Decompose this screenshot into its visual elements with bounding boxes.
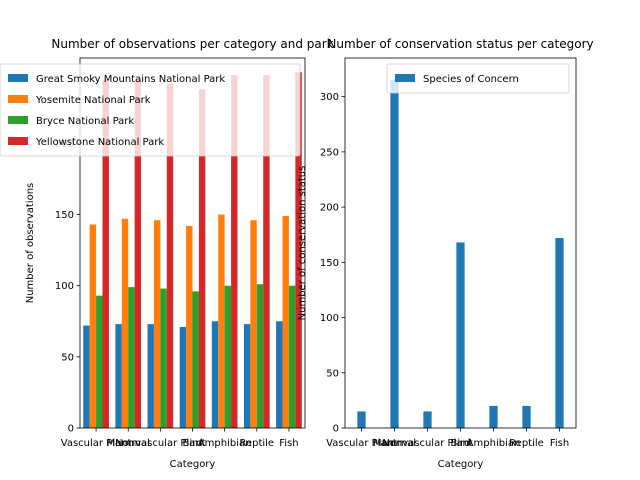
x-tick-label-right-5: Reptile xyxy=(509,438,544,449)
bar-left-s1-c2 xyxy=(153,220,161,428)
x-tick-label-left-2: Nonvascular Plant xyxy=(115,438,205,449)
bar-left-s2-c1 xyxy=(128,287,135,428)
bar-left-s2-c3 xyxy=(192,291,199,428)
bar-left-s2-c2 xyxy=(160,288,167,428)
x-tick-label-left-6: Fish xyxy=(279,438,298,449)
bar-right-s0-c3 xyxy=(456,242,465,428)
bar-left-s1-c3 xyxy=(186,225,193,428)
bar-left-s0-c0 xyxy=(83,325,90,428)
y-tick-label-right-3: 150 xyxy=(320,258,339,269)
chart-right: 0 50 100 150 200 250 300 Vascular PlantMammalNo… xyxy=(297,37,594,470)
legend-swatch-left-3 xyxy=(8,137,28,145)
bar-right-s0-c5 xyxy=(522,405,531,428)
y-tick-label-right-5: 250 xyxy=(320,147,339,158)
chart-title-left: Number of observations per category and … xyxy=(51,37,333,51)
y-tick-label-right-0: 0 xyxy=(333,424,339,435)
bar-left-s2-c5 xyxy=(256,284,264,428)
bar-left-s0-c6 xyxy=(276,321,283,428)
y-tick-label-right-2: 100 xyxy=(320,313,339,324)
legend-swatch-left-0 xyxy=(8,74,28,82)
bar-left-s1-c5 xyxy=(250,220,257,428)
x-tick-label-right-0: Vascular Plant xyxy=(326,438,397,449)
bar-right-s0-c6 xyxy=(555,238,564,428)
bar-left-s0-c2 xyxy=(147,324,154,428)
legend-box-right xyxy=(386,63,570,94)
bar-left-s3-c3 xyxy=(198,89,206,429)
bar-left-s3-c2 xyxy=(166,83,174,428)
bar-left-s3-c1 xyxy=(134,79,142,428)
x-tick-label-right-6: Fish xyxy=(550,438,569,449)
bar-left-s3-c0 xyxy=(102,79,109,428)
legend-right: Species of Concern xyxy=(386,63,570,94)
legend-label-left-0: Great Smoky Mountains National Park xyxy=(36,74,225,85)
legend-swatch-left-1 xyxy=(8,95,28,103)
x-axis-label-right: Category xyxy=(438,459,484,470)
bar-left-s0-c5 xyxy=(243,324,251,428)
y-tick-label-right-4: 200 xyxy=(320,203,339,214)
bar-left-s3-c6 xyxy=(295,72,302,428)
bar-left-s2-c4 xyxy=(224,285,232,428)
bar-right-s0-c0 xyxy=(357,411,366,428)
x-tick-label-right-2: Nonvascular Plant xyxy=(382,438,472,449)
bar-left-s1-c1 xyxy=(121,218,129,428)
chart-left: 050100150200Vascular PlantMammalNonvascu… xyxy=(0,37,334,470)
bar-left-s1-c0 xyxy=(89,224,97,428)
legend-box-left xyxy=(0,63,301,157)
legend-label-right-0: Species of Concern xyxy=(423,74,519,85)
y-tick-label-left-3: 150 xyxy=(55,210,74,221)
legend-label-left-3: Yellowstone National Park xyxy=(35,137,164,148)
x-tick-label-left-3: Bird xyxy=(183,438,203,449)
legend-swatch-right-0 xyxy=(395,74,415,82)
bar-left-s0-c3 xyxy=(179,326,187,428)
y-tick-label-right-1: 50 xyxy=(326,368,339,379)
x-tick-label-right-4: Amphibian xyxy=(467,438,521,449)
y-tick-label-left-1: 50 xyxy=(61,352,74,363)
legend-left: Great Smoky Mountains National Park Yosem… xyxy=(0,63,301,157)
legend-label-left-1: Yosemite National Park xyxy=(35,95,151,106)
y-tick-label-right-6: 300 xyxy=(320,92,339,103)
bar-left-s1-c6 xyxy=(282,215,289,428)
bar-left-s3-c5 xyxy=(263,75,270,429)
bar-left-s2-c0 xyxy=(96,295,103,428)
x-axis-label-left: Category xyxy=(170,459,216,470)
bar-left-s3-c4 xyxy=(231,75,238,429)
bar-left-s0-c1 xyxy=(115,324,122,428)
bar-right-s0-c4 xyxy=(489,405,498,428)
legend-swatch-left-2 xyxy=(8,116,28,124)
bar-right-s0-c1 xyxy=(390,80,399,429)
y-axis-label-left: Number of observations xyxy=(25,183,36,304)
x-tick-label-left-1: Mammal xyxy=(107,438,150,449)
bar-left-s1-c4 xyxy=(218,214,225,428)
y-tick-label-left-2: 100 xyxy=(55,281,74,292)
chart-title-right: Number of conservation status per catego… xyxy=(327,37,593,51)
x-tick-label-right-3: Bird xyxy=(451,438,471,449)
x-tick-label-right-1: Mammal xyxy=(373,438,416,449)
bar-right-s0-c2 xyxy=(423,411,432,428)
legend-label-left-2: Bryce National Park xyxy=(36,116,134,127)
y-tick-label-left-0: 0 xyxy=(68,424,74,435)
bar-left-s2-c6 xyxy=(288,285,296,428)
bar-left-s0-c4 xyxy=(211,321,219,428)
x-tick-label-left-0: Vascular Plant xyxy=(61,438,132,449)
y-axis-label-right: Number of conservation status xyxy=(297,166,308,321)
x-tick-label-left-4: Amphibian xyxy=(198,438,252,449)
x-tick-label-left-5: Reptile xyxy=(239,438,274,449)
